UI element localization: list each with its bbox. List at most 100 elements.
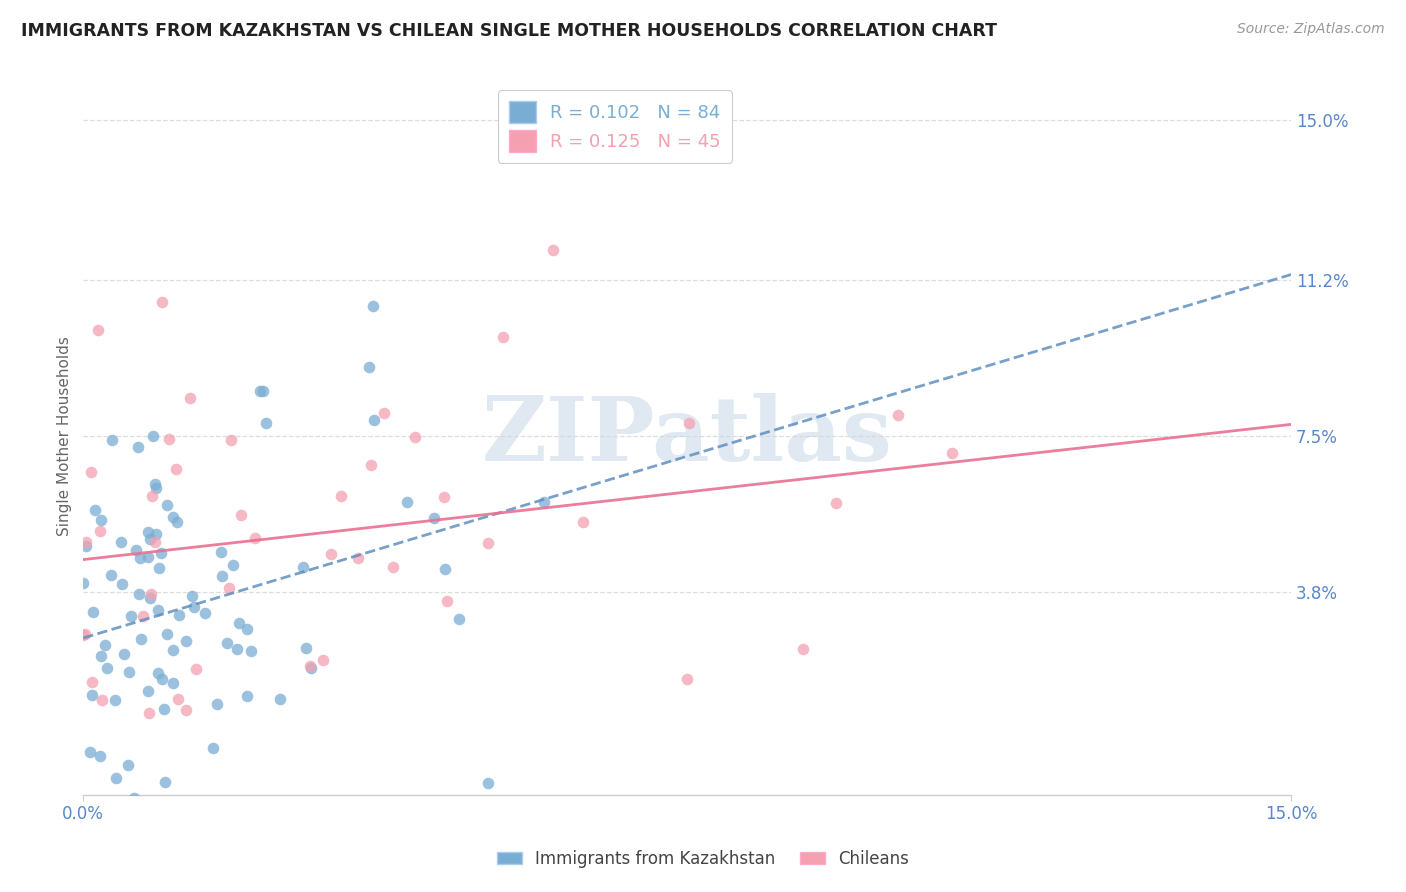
- Point: [225, 641, 247, 656]
- Text: IMMIGRANTS FROM KAZAKHSTAN VS CHILEAN SINGLE MOTHER HOUSEHOLDS CORRELATION CHART: IMMIGRANTS FROM KAZAKHSTAN VS CHILEAN SI…: [21, 22, 997, 40]
- Point: [422, 510, 444, 524]
- Point: [294, 641, 316, 656]
- Point: [80, 688, 103, 702]
- Point: [217, 635, 239, 649]
- Point: [269, 692, 291, 706]
- Point: [245, 531, 267, 545]
- Point: [162, 675, 184, 690]
- Point: [176, 703, 198, 717]
- Point: [824, 495, 846, 509]
- Legend: Immigrants from Kazakhstan, Chileans: Immigrants from Kazakhstan, Chileans: [489, 844, 917, 875]
- Point: [492, 330, 515, 344]
- Point: [252, 384, 274, 398]
- Point: [139, 587, 162, 601]
- Point: [90, 649, 112, 664]
- Point: [404, 430, 426, 444]
- Point: [122, 791, 145, 805]
- Point: [792, 641, 814, 656]
- Point: [90, 513, 112, 527]
- Point: [145, 526, 167, 541]
- Point: [321, 547, 343, 561]
- Point: [141, 489, 163, 503]
- Point: [72, 628, 94, 642]
- Point: [72, 576, 94, 591]
- Point: [112, 647, 135, 661]
- Point: [179, 391, 201, 405]
- Point: [89, 524, 111, 538]
- Point: [477, 536, 499, 550]
- Point: [169, 608, 191, 623]
- Point: [395, 495, 418, 509]
- Point: [82, 828, 104, 842]
- Point: [254, 416, 277, 430]
- Point: [120, 608, 142, 623]
- Point: [205, 697, 228, 711]
- Point: [434, 562, 457, 576]
- Point: [146, 603, 169, 617]
- Point: [118, 665, 141, 679]
- Point: [145, 481, 167, 495]
- Point: [249, 384, 271, 398]
- Point: [941, 446, 963, 460]
- Point: [166, 515, 188, 529]
- Point: [449, 612, 471, 626]
- Point: [363, 412, 385, 426]
- Point: [136, 684, 159, 698]
- Point: [165, 462, 187, 476]
- Legend: R = 0.102   N = 84, R = 0.125   N = 45: R = 0.102 N = 84, R = 0.125 N = 45: [498, 90, 731, 163]
- Point: [117, 828, 139, 842]
- Point: [104, 771, 127, 785]
- Point: [143, 477, 166, 491]
- Point: [211, 569, 233, 583]
- Point: [96, 661, 118, 675]
- Text: Source: ZipAtlas.com: Source: ZipAtlas.com: [1237, 22, 1385, 37]
- Point: [477, 775, 499, 789]
- Point: [678, 417, 700, 431]
- Point: [149, 546, 172, 560]
- Point: [174, 634, 197, 648]
- Point: [675, 672, 697, 686]
- Point: [360, 458, 382, 472]
- Point: [312, 652, 335, 666]
- Point: [75, 535, 97, 549]
- Point: [125, 542, 148, 557]
- Point: [75, 539, 97, 553]
- Point: [239, 644, 262, 658]
- Y-axis label: Single Mother Households: Single Mother Households: [58, 336, 72, 536]
- Point: [183, 600, 205, 615]
- Point: [231, 508, 253, 522]
- Point: [79, 746, 101, 760]
- Point: [221, 558, 243, 573]
- Point: [162, 643, 184, 657]
- Point: [136, 549, 159, 564]
- Point: [111, 576, 134, 591]
- Point: [167, 691, 190, 706]
- Point: [236, 622, 259, 636]
- Point: [221, 433, 243, 447]
- Point: [148, 561, 170, 575]
- Point: [129, 632, 152, 646]
- Text: ZIPatlas: ZIPatlas: [482, 392, 893, 480]
- Point: [84, 503, 107, 517]
- Point: [142, 428, 165, 442]
- Point: [299, 661, 322, 675]
- Point: [131, 609, 153, 624]
- Point: [101, 433, 124, 447]
- Point: [433, 490, 456, 504]
- Point: [533, 495, 555, 509]
- Point: [162, 510, 184, 524]
- Point: [82, 605, 104, 619]
- Point: [180, 589, 202, 603]
- Point: [128, 551, 150, 566]
- Point: [156, 498, 179, 512]
- Point: [541, 244, 564, 258]
- Point: [359, 360, 381, 375]
- Point: [117, 758, 139, 772]
- Point: [80, 465, 103, 479]
- Point: [194, 606, 217, 620]
- Point: [347, 550, 370, 565]
- Point: [75, 626, 97, 640]
- Point: [150, 672, 173, 686]
- Point: [381, 560, 404, 574]
- Point: [436, 594, 458, 608]
